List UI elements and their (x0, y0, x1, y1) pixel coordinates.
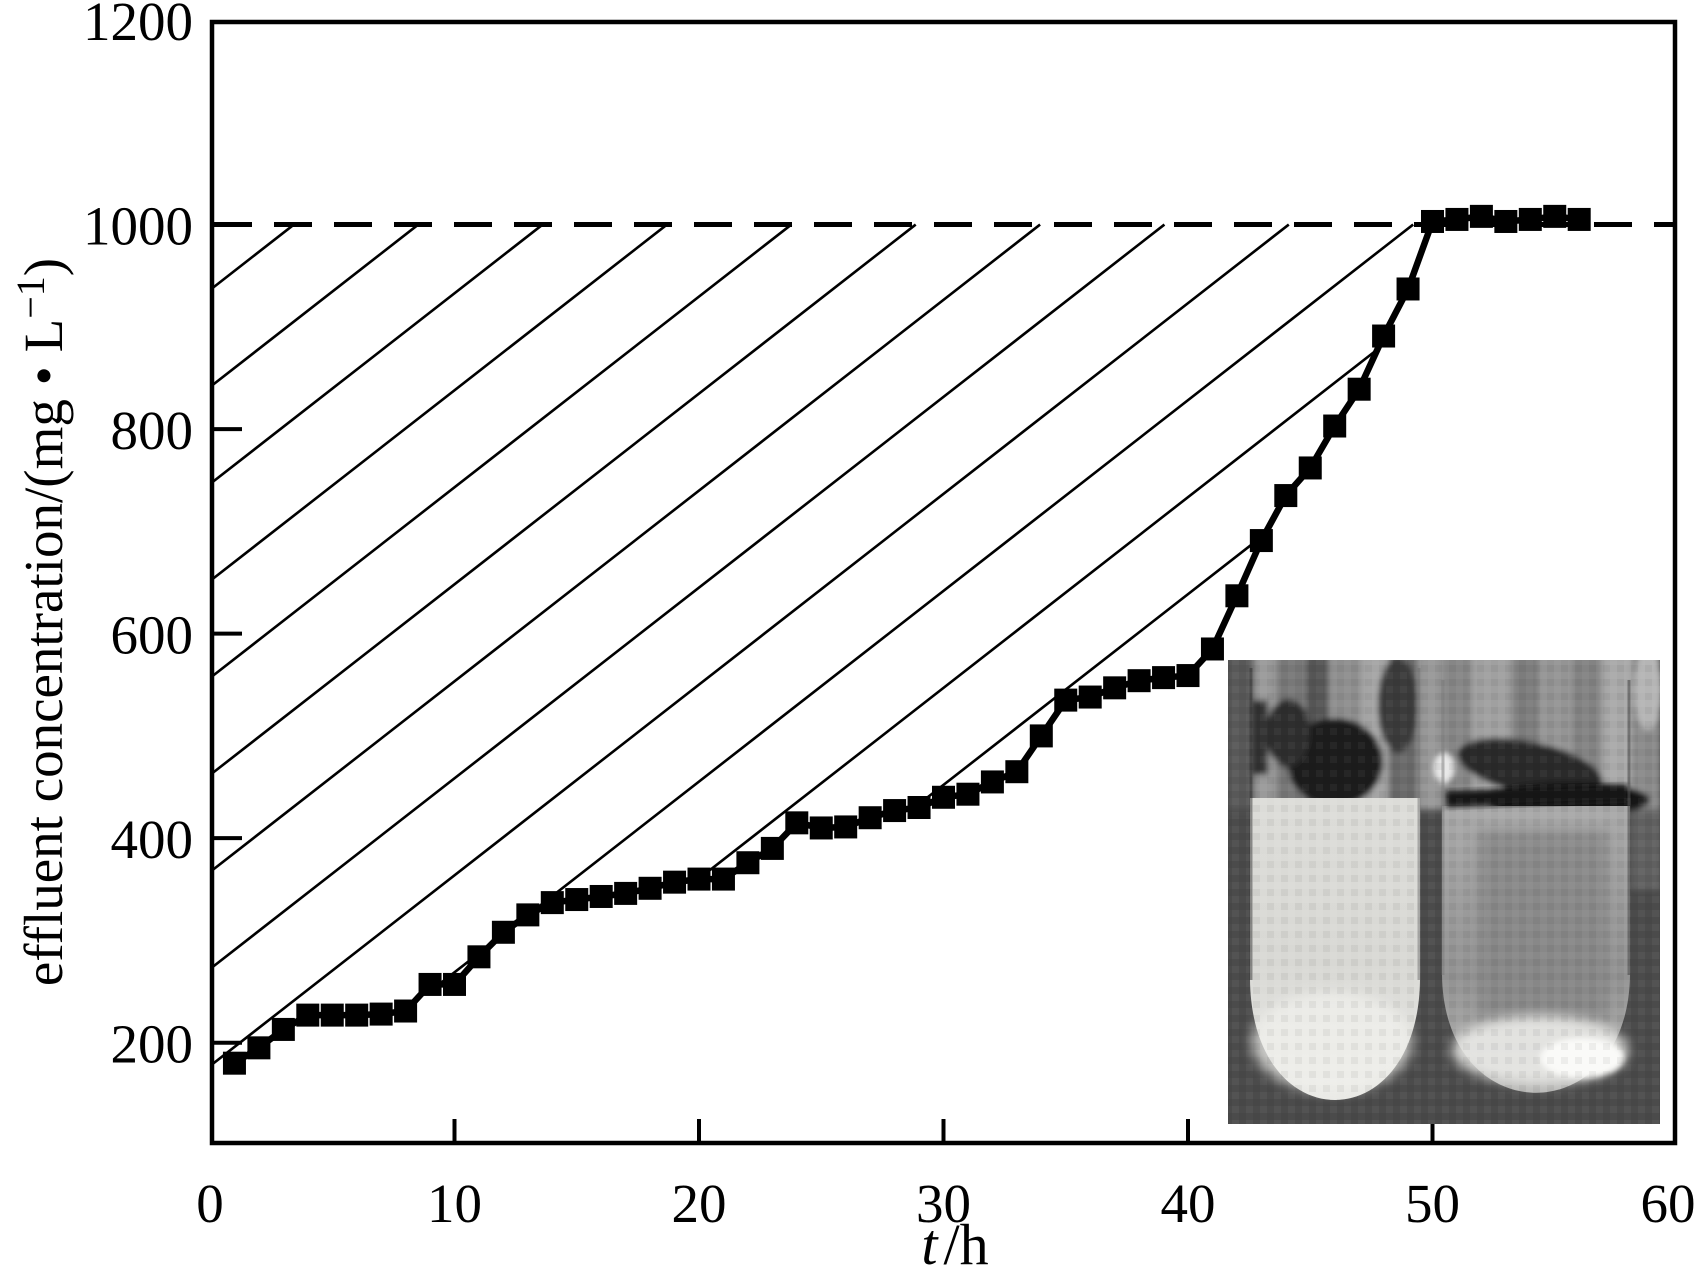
y-axis-ticks (212, 222, 242, 1045)
data-point-marker (271, 1017, 295, 1041)
hatch-line (210, 223, 1290, 1065)
data-point-marker (1029, 724, 1053, 748)
hatch-line (210, 223, 1166, 975)
x-tick-label: 30 (916, 1173, 971, 1234)
y-tick-label: 1200 (83, 0, 193, 52)
x-axis-tick-labels: 0 10 20 30 40 50 60 (196, 1173, 1695, 1234)
hatch-line (210, 223, 917, 781)
data-point-marker (1176, 664, 1200, 688)
data-point-marker (1445, 207, 1469, 231)
data-point-marker (638, 876, 662, 900)
data-point-marker (1518, 207, 1542, 231)
data-point-marker (369, 1002, 393, 1026)
x-tick-label: 50 (1405, 1173, 1460, 1234)
data-point-marker (663, 870, 687, 894)
data-point-marker (1494, 209, 1518, 233)
data-point-marker (736, 851, 760, 875)
hatch-line (210, 223, 1433, 1065)
data-point-marker (1054, 688, 1078, 712)
hatch-line (210, 223, 793, 684)
data-point-marker (1127, 669, 1151, 693)
data-point-marker (1543, 204, 1567, 228)
data-point-marker (540, 891, 564, 915)
data-point-marker (858, 806, 882, 830)
data-point-marker (589, 884, 613, 908)
data-point-marker (932, 785, 955, 809)
data-series (222, 204, 1591, 1075)
data-point-marker (296, 1003, 320, 1027)
data-point-marker (1274, 484, 1298, 508)
data-point-marker (1200, 637, 1224, 661)
x-tick-label: 20 (672, 1173, 727, 1234)
y-tick-label: 200 (111, 1014, 194, 1075)
data-point-marker (1298, 456, 1322, 480)
data-point-marker (516, 903, 540, 927)
hatch-line (210, 223, 668, 587)
data-point-marker (467, 945, 491, 969)
data-point-marker (687, 867, 711, 891)
data-point-marker (394, 999, 418, 1023)
data-point-marker (907, 796, 931, 819)
data-point-marker (785, 811, 809, 835)
data-point-marker (809, 816, 833, 840)
data-point-marker (1103, 676, 1127, 700)
data-point-marker (1005, 760, 1029, 784)
data-point-marker (320, 1003, 344, 1027)
data-point-marker (980, 770, 1004, 794)
y-tick-label: 800 (111, 400, 194, 461)
data-point-marker (345, 1003, 369, 1027)
data-point-marker (1372, 324, 1396, 348)
data-point-marker (1421, 209, 1444, 233)
y-tick-label: 600 (111, 605, 194, 666)
data-point-marker (834, 815, 858, 839)
y-axis-title: effluent concentration/(mg • L−1) (8, 258, 74, 986)
data-point-marker (1225, 584, 1249, 608)
hatch-line (210, 223, 544, 490)
x-tick-label: 60 (1641, 1173, 1696, 1234)
data-point-marker (222, 1051, 246, 1075)
data-point-marker (1396, 277, 1420, 301)
data-point-marker (711, 867, 735, 891)
data-point-marker (1347, 377, 1371, 401)
data-point-marker (1567, 207, 1591, 231)
inset-photo (1228, 660, 1660, 1124)
data-point-marker (565, 888, 589, 912)
data-point-marker (956, 782, 980, 806)
data-point-marker (760, 836, 784, 860)
data-point-marker (883, 799, 907, 823)
data-point-marker (614, 881, 638, 905)
x-tick-label: 0 (196, 1173, 224, 1234)
x-tick-label: 40 (1161, 1173, 1216, 1234)
data-point-marker (1152, 666, 1176, 690)
photo-texture (1228, 660, 1660, 1124)
data-point-marker (418, 972, 442, 996)
hatch-line (210, 223, 1041, 878)
data-point-marker (247, 1036, 271, 1060)
data-point-marker (1249, 529, 1273, 553)
y-tick-label: 1000 (83, 196, 193, 257)
y-axis-tick-labels: 200 400 600 800 1000 1200 (83, 0, 193, 1075)
data-point-marker (1469, 204, 1493, 228)
hatch-line (210, 223, 420, 393)
data-point-marker (443, 972, 466, 996)
y-tick-label: 400 (111, 809, 194, 870)
data-point-marker (1323, 414, 1347, 438)
x-tick-label: 10 (427, 1173, 482, 1234)
x-axis-title: t/h (921, 1212, 988, 1277)
data-point-marker (1078, 685, 1102, 709)
hatch-line (210, 223, 295, 296)
data-point-marker (491, 920, 515, 944)
